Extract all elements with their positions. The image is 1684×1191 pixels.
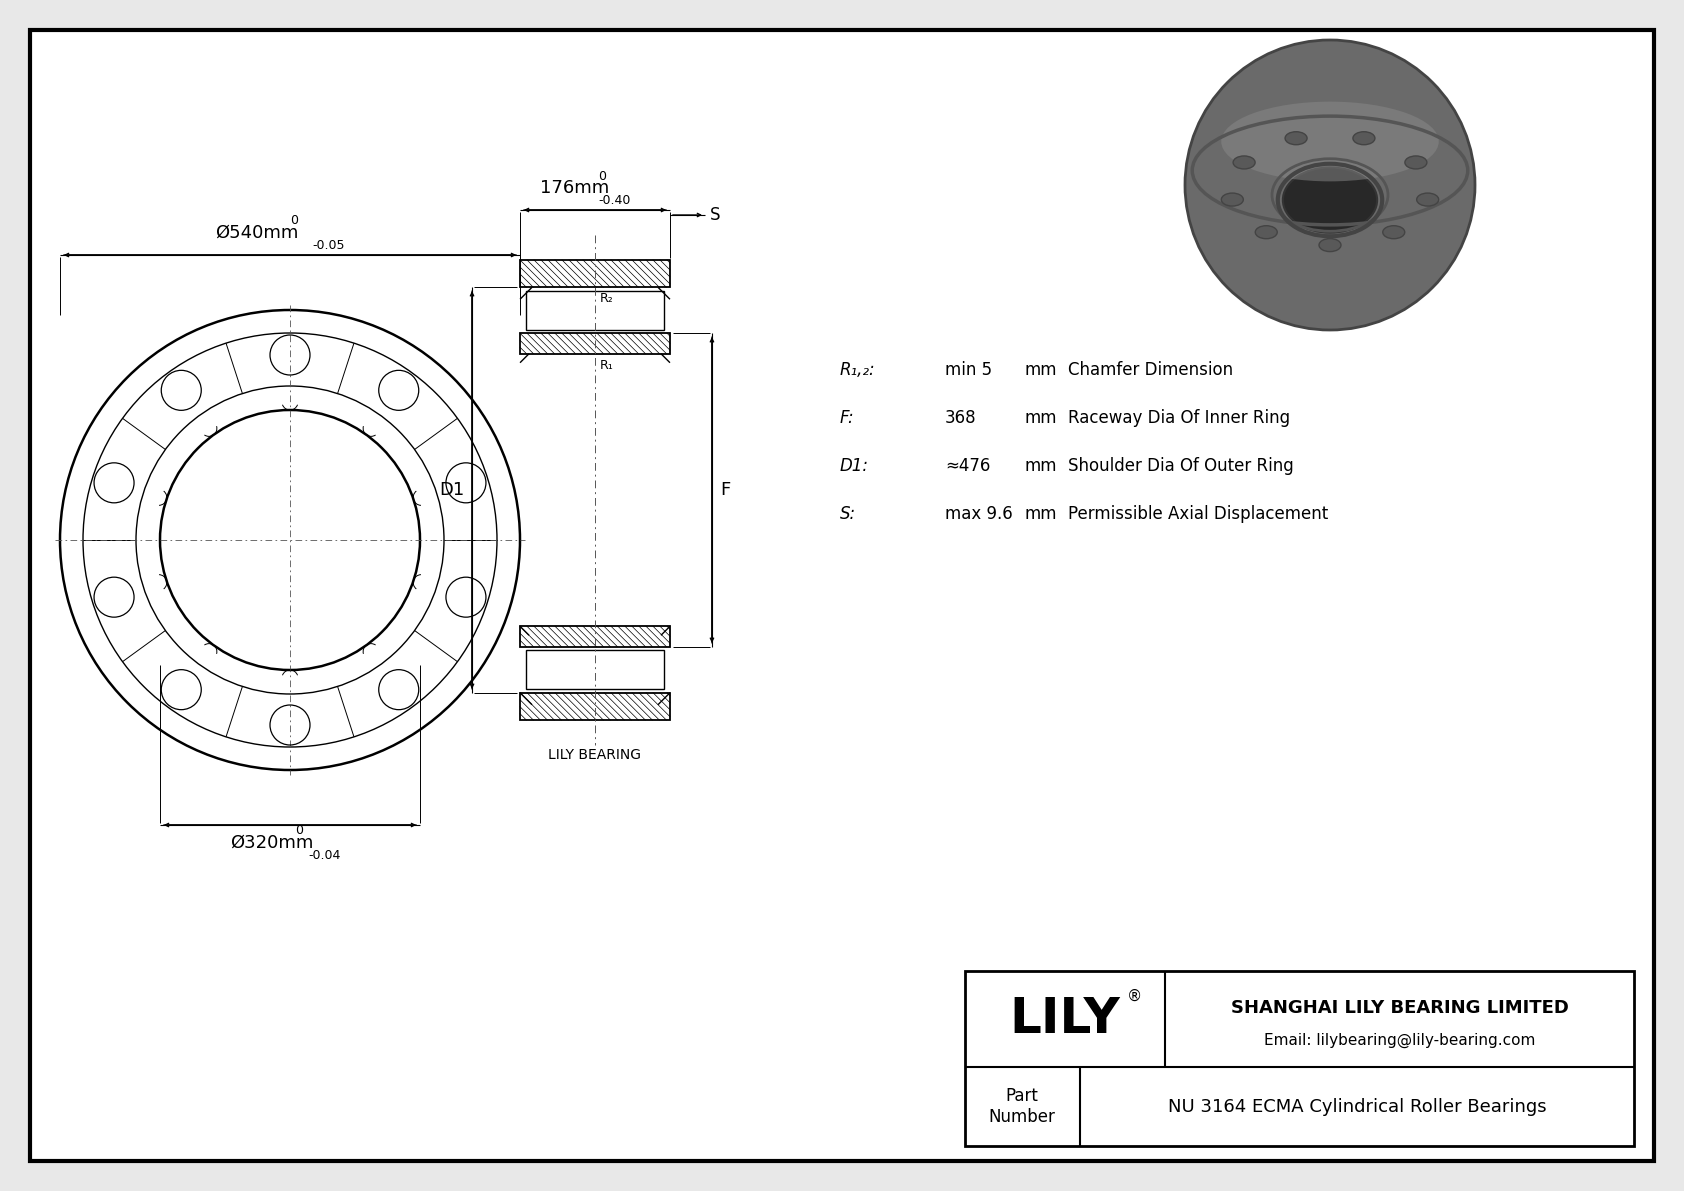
Text: NU 3164 ECMA Cylindrical Roller Bearings: NU 3164 ECMA Cylindrical Roller Bearings (1167, 1098, 1546, 1116)
Text: min 5: min 5 (945, 361, 992, 379)
Text: F:: F: (840, 409, 854, 428)
Text: Part
Number: Part Number (989, 1087, 1056, 1125)
Text: D1:: D1: (840, 457, 869, 475)
Ellipse shape (1221, 193, 1243, 206)
Text: Chamfer Dimension: Chamfer Dimension (1068, 361, 1233, 379)
Text: Shoulder Dia Of Outer Ring: Shoulder Dia Of Outer Ring (1068, 457, 1293, 475)
Text: -0.04: -0.04 (308, 849, 340, 862)
Text: LILY BEARING: LILY BEARING (549, 748, 642, 762)
Bar (525, 291, 663, 330)
Text: 0: 0 (598, 170, 606, 183)
Ellipse shape (1416, 193, 1438, 206)
Text: mm: mm (1026, 361, 1058, 379)
Text: mm: mm (1026, 409, 1058, 428)
Bar (965, 971, 1633, 1146)
Text: mm: mm (1026, 505, 1058, 523)
Ellipse shape (1319, 238, 1340, 251)
Ellipse shape (1221, 101, 1438, 181)
Text: S:: S: (840, 505, 855, 523)
Ellipse shape (1283, 168, 1378, 232)
Circle shape (1186, 40, 1475, 330)
Bar (520, 693, 670, 721)
Text: ≈476: ≈476 (945, 457, 990, 475)
Text: S: S (711, 206, 721, 224)
Text: F: F (721, 481, 731, 499)
Text: Ø540mm: Ø540mm (216, 224, 298, 242)
Text: ®: ® (1127, 989, 1142, 1004)
Text: LILY: LILY (1010, 996, 1120, 1043)
Bar (520, 260, 670, 287)
Bar (520, 333, 670, 354)
Text: Permissible Axial Displacement: Permissible Axial Displacement (1068, 505, 1329, 523)
Text: 368: 368 (945, 409, 977, 428)
Text: 0: 0 (290, 214, 298, 227)
Text: -0.05: -0.05 (312, 239, 345, 252)
Text: R₁: R₁ (600, 358, 613, 372)
Ellipse shape (1352, 132, 1374, 145)
Text: Raceway Dia Of Inner Ring: Raceway Dia Of Inner Ring (1068, 409, 1290, 428)
Text: D1: D1 (440, 481, 465, 499)
Bar (520, 626, 670, 647)
Text: 0: 0 (295, 824, 303, 837)
Text: mm: mm (1026, 457, 1058, 475)
Text: Ø320mm: Ø320mm (231, 834, 313, 852)
Ellipse shape (1285, 132, 1307, 145)
Bar (525, 650, 663, 690)
Text: max 9.6: max 9.6 (945, 505, 1012, 523)
Text: SHANGHAI LILY BEARING LIMITED: SHANGHAI LILY BEARING LIMITED (1231, 999, 1568, 1017)
Ellipse shape (1404, 156, 1426, 169)
Ellipse shape (1383, 226, 1404, 238)
Text: -0.40: -0.40 (598, 194, 630, 207)
Text: Email: lilybearing@lily-bearing.com: Email: lilybearing@lily-bearing.com (1263, 1033, 1536, 1048)
Text: R₁,₂:: R₁,₂: (840, 361, 876, 379)
Text: 176mm: 176mm (541, 179, 610, 197)
Ellipse shape (1233, 156, 1255, 169)
Ellipse shape (1255, 226, 1276, 238)
Text: R₂: R₂ (600, 292, 613, 305)
